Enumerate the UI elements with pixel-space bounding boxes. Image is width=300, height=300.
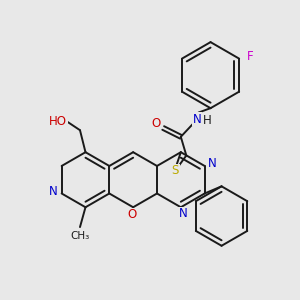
Text: H: H [203, 114, 212, 127]
Text: N: N [193, 113, 202, 126]
Text: S: S [172, 164, 179, 177]
Text: N: N [208, 157, 217, 170]
Text: N: N [49, 185, 57, 198]
Text: O: O [151, 117, 160, 130]
Text: HO: HO [49, 115, 67, 128]
Text: CH₃: CH₃ [70, 231, 90, 241]
Text: N: N [178, 207, 188, 220]
Text: O: O [128, 208, 137, 221]
Text: F: F [247, 50, 253, 63]
